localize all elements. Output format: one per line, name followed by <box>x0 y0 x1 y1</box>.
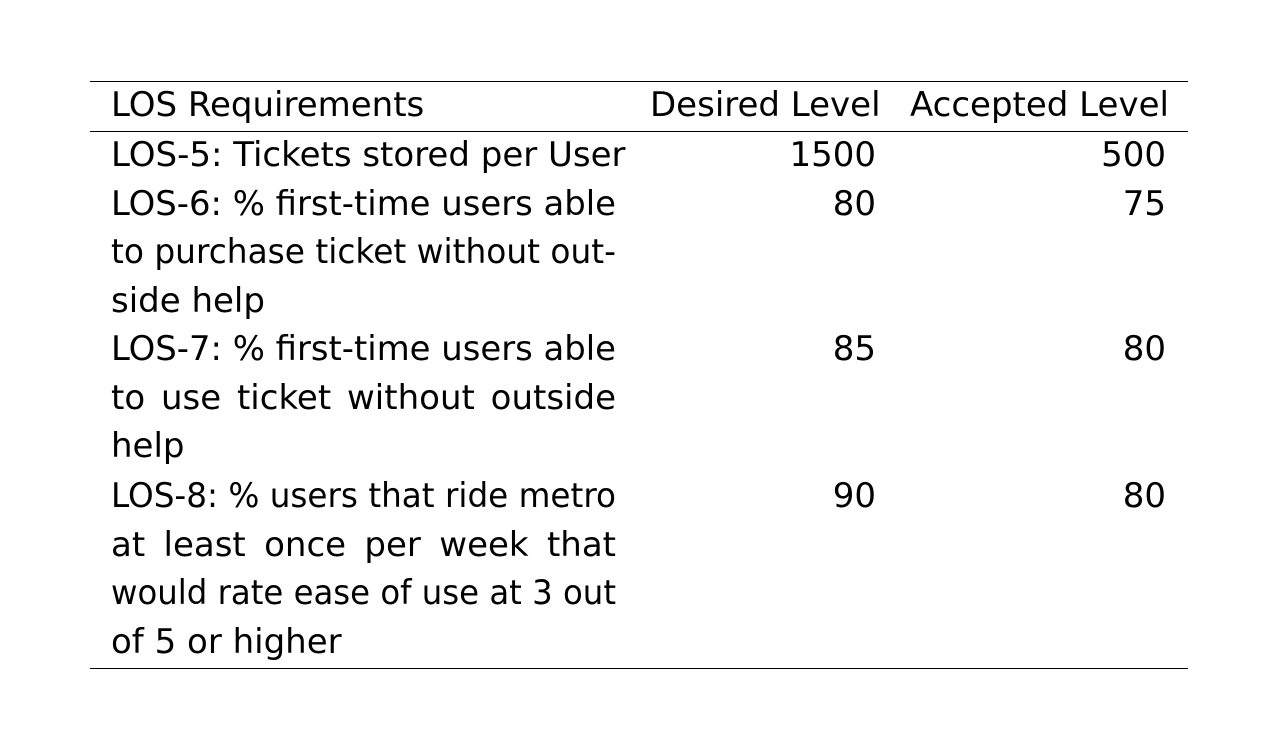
requirement-line: to purchase ticket without out- <box>111 232 616 272</box>
table-header-rule <box>90 131 1188 132</box>
table-row-accepted: 75 <box>1122 183 1166 224</box>
header-accepted-level: Accepted Level <box>910 85 1169 125</box>
table-row-accepted: 80 <box>1122 329 1166 369</box>
table-top-rule <box>90 81 1188 82</box>
requirement-line: LOS-6: % first-time users able <box>111 183 616 224</box>
requirement-line: of 5 or higher <box>111 621 342 662</box>
requirement-line: LOS-8: % users that ride metro <box>111 476 616 516</box>
table-row-desired: 1500 <box>789 135 876 175</box>
requirement-line: side help <box>111 280 265 321</box>
requirement-line: would rate ease of use at 3 out <box>111 573 616 613</box>
table-row-accepted: 500 <box>1101 135 1166 175</box>
requirement-line: LOS-5: Tickets stored per User <box>111 135 626 175</box>
table-row-requirement: LOS-8: % users that ride metro at least … <box>111 472 616 666</box>
table-row-accepted: 80 <box>1122 476 1166 516</box>
header-desired-level: Desired Level <box>650 85 881 125</box>
table-row-desired: 85 <box>832 329 876 369</box>
table-row-requirement: LOS-5: Tickets stored per User <box>111 131 626 180</box>
table-bottom-rule <box>90 668 1188 669</box>
table-row-desired: 90 <box>832 476 876 516</box>
table-row-desired: 80 <box>832 183 876 224</box>
requirement-line: to use ticket without outside <box>111 377 616 418</box>
header-requirements: LOS Requirements <box>111 85 425 125</box>
requirement-line: help <box>111 426 185 466</box>
requirement-line: LOS-7: % first-time users able <box>111 329 616 369</box>
requirement-line: at least once per week that <box>111 524 616 565</box>
table-row-requirement: LOS-7: % first-time users able to use ti… <box>111 325 616 471</box>
table-row-requirement: LOS-6: % first-time users able to purcha… <box>111 180 616 326</box>
